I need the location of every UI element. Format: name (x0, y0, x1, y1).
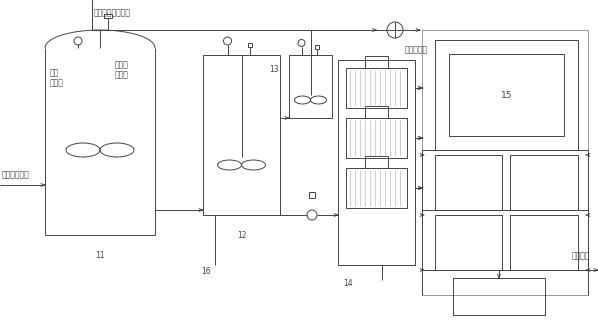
Text: 14: 14 (343, 279, 353, 288)
Text: 酸液
加料口: 酸液 加料口 (50, 68, 64, 88)
Text: 自来水管网: 自来水管网 (405, 45, 428, 55)
Text: 来自分离液储装池: 来自分离液储装池 (94, 8, 131, 17)
Bar (365, 106, 388, 118)
Bar (435, 40, 578, 150)
Bar (346, 118, 407, 158)
Bar (435, 215, 502, 270)
Bar (315, 45, 319, 49)
Bar (104, 14, 112, 18)
Text: 来自余热锅炉: 来自余热锅炉 (2, 170, 30, 179)
Bar (346, 68, 407, 108)
Text: 12: 12 (237, 231, 246, 240)
Bar (203, 55, 280, 215)
Bar (422, 30, 588, 295)
Text: 16: 16 (202, 267, 211, 276)
Text: 13: 13 (269, 65, 279, 74)
Bar (510, 215, 578, 270)
Bar (289, 55, 332, 118)
Bar (309, 192, 315, 198)
Text: 15: 15 (501, 90, 512, 99)
Bar (365, 156, 388, 168)
Bar (510, 155, 578, 210)
Text: 11: 11 (95, 250, 105, 260)
Bar (435, 155, 502, 210)
Text: 铝矾土
加料口: 铝矾土 加料口 (115, 60, 129, 80)
Bar (338, 60, 415, 265)
Text: 去调质池: 去调质池 (572, 251, 590, 260)
Bar (453, 278, 545, 315)
Bar (365, 56, 388, 68)
Bar (346, 168, 407, 208)
Bar (248, 43, 252, 47)
Bar (449, 54, 564, 136)
